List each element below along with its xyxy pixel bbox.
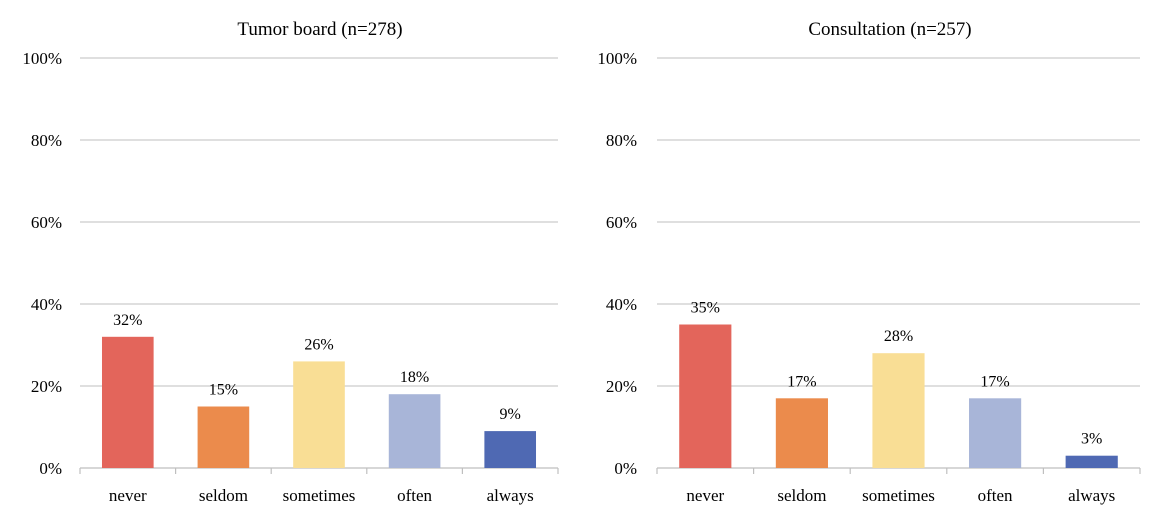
category-label: seldom — [777, 486, 826, 505]
y-tick-label: 100% — [22, 49, 62, 68]
y-tick-label: 100% — [597, 49, 637, 68]
chart-title: Consultation (n=257) — [808, 19, 971, 40]
bar-often — [969, 398, 1022, 468]
bar-always — [1065, 455, 1118, 468]
data-label: 35% — [691, 300, 720, 317]
y-tick-label: 40% — [31, 295, 62, 314]
bar-seldom — [197, 406, 250, 468]
bar-never — [101, 336, 154, 468]
category-label: sometimes — [862, 486, 935, 505]
bar-never — [679, 324, 732, 468]
category-label: often — [978, 486, 1013, 505]
data-label: 32% — [113, 312, 142, 329]
bar-always — [484, 431, 537, 468]
consultation-chart: Consultation (n=257) 0% 20% 40% 60% 80% 100% 3… — [597, 19, 1141, 505]
data-label: 26% — [304, 336, 333, 353]
data-label: 17% — [980, 373, 1009, 390]
bar-seldom — [775, 398, 828, 468]
bar-often — [388, 394, 441, 468]
y-tick-label: 80% — [31, 131, 62, 150]
data-label: 9% — [500, 406, 521, 423]
data-label: 17% — [787, 373, 816, 390]
category-label: sometimes — [283, 486, 356, 505]
y-tick-label: 20% — [31, 377, 62, 396]
category-label: never — [686, 486, 724, 505]
y-tick-label: 60% — [606, 213, 637, 232]
bar-sometimes — [872, 353, 925, 468]
chart-title: Tumor board (n=278) — [237, 19, 402, 40]
y-tick-label: 80% — [606, 131, 637, 150]
y-tick-label: 20% — [606, 377, 637, 396]
category-label: always — [487, 486, 534, 505]
data-label: 28% — [884, 328, 913, 345]
y-tick-label: 40% — [606, 295, 637, 314]
data-label: 18% — [400, 369, 429, 386]
category-label: always — [1068, 486, 1115, 505]
data-label: 3% — [1081, 431, 1102, 448]
category-label: seldom — [199, 486, 248, 505]
tumor-board-chart: Tumor board (n=278) 0% 20% 40% 60% 80% 100% 32… — [22, 19, 559, 505]
y-tick-label: 0% — [614, 459, 637, 478]
category-label: often — [397, 486, 432, 505]
y-tick-label: 60% — [31, 213, 62, 232]
y-tick-label: 0% — [39, 459, 62, 478]
data-label: 15% — [209, 382, 238, 399]
bar-sometimes — [293, 361, 345, 468]
category-label: never — [109, 486, 147, 505]
